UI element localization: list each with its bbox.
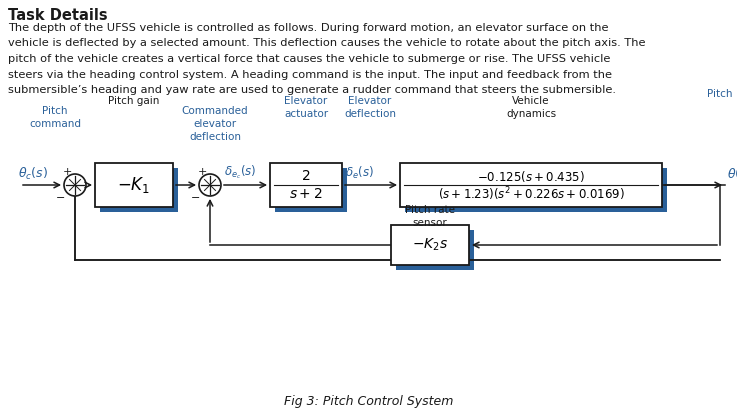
Text: submersible’s heading and yaw rate are used to generate a rudder command that st: submersible’s heading and yaw rate are u… bbox=[8, 85, 616, 95]
Text: 2: 2 bbox=[301, 169, 310, 183]
Text: −: − bbox=[56, 193, 66, 203]
FancyBboxPatch shape bbox=[100, 168, 178, 212]
Text: $\delta_e(s)$: $\delta_e(s)$ bbox=[345, 165, 374, 181]
FancyBboxPatch shape bbox=[391, 225, 469, 265]
Text: Elevator
deflection: Elevator deflection bbox=[344, 96, 396, 119]
Text: Pitch rate
sensor: Pitch rate sensor bbox=[405, 205, 455, 228]
FancyBboxPatch shape bbox=[405, 168, 667, 212]
Text: Fig 3: Pitch Control System: Fig 3: Pitch Control System bbox=[284, 395, 453, 408]
Text: Pitch: Pitch bbox=[708, 89, 733, 99]
Text: pitch of the vehicle creates a vertical force that causes the vehicle to submerg: pitch of the vehicle creates a vertical … bbox=[8, 54, 610, 64]
Text: $-K_2 s$: $-K_2 s$ bbox=[412, 237, 448, 253]
Text: Pitch
command: Pitch command bbox=[29, 106, 81, 129]
Text: Commanded
elevator
deflection: Commanded elevator deflection bbox=[182, 106, 248, 142]
Text: $-K_1$: $-K_1$ bbox=[117, 175, 150, 195]
Text: Task Details: Task Details bbox=[8, 8, 108, 23]
Text: vehicle is deflected by a selected amount. This deflection causes the vehicle to: vehicle is deflected by a selected amoun… bbox=[8, 39, 646, 48]
Circle shape bbox=[199, 174, 221, 196]
Circle shape bbox=[64, 174, 86, 196]
Text: $(s+1.23)(s^2+0.226s+0.0169)$: $(s+1.23)(s^2+0.226s+0.0169)$ bbox=[438, 185, 624, 202]
Text: $\theta_c(s)$: $\theta_c(s)$ bbox=[18, 166, 48, 182]
Text: Elevator
actuator: Elevator actuator bbox=[284, 96, 328, 119]
Text: $s+2$: $s+2$ bbox=[289, 187, 323, 201]
Text: $\delta_{e_c}(s)$: $\delta_{e_c}(s)$ bbox=[224, 163, 256, 181]
Text: The depth of the UFSS vehicle is controlled as follows. During forward motion, a: The depth of the UFSS vehicle is control… bbox=[8, 23, 609, 33]
Text: $\theta(s)$: $\theta(s)$ bbox=[727, 166, 737, 181]
Text: +: + bbox=[198, 167, 206, 177]
FancyBboxPatch shape bbox=[275, 168, 347, 212]
Text: +: + bbox=[63, 167, 71, 177]
FancyBboxPatch shape bbox=[95, 163, 173, 207]
Text: steers via the heading control system. A heading command is the input. The input: steers via the heading control system. A… bbox=[8, 69, 612, 79]
Text: Pitch gain: Pitch gain bbox=[108, 96, 160, 106]
Text: −: − bbox=[192, 193, 200, 203]
FancyBboxPatch shape bbox=[396, 230, 474, 270]
Text: Vehicle
dynamics: Vehicle dynamics bbox=[506, 96, 556, 119]
FancyBboxPatch shape bbox=[400, 163, 662, 207]
FancyBboxPatch shape bbox=[270, 163, 342, 207]
Text: $-0.125(s+0.435)$: $-0.125(s+0.435)$ bbox=[477, 169, 585, 184]
